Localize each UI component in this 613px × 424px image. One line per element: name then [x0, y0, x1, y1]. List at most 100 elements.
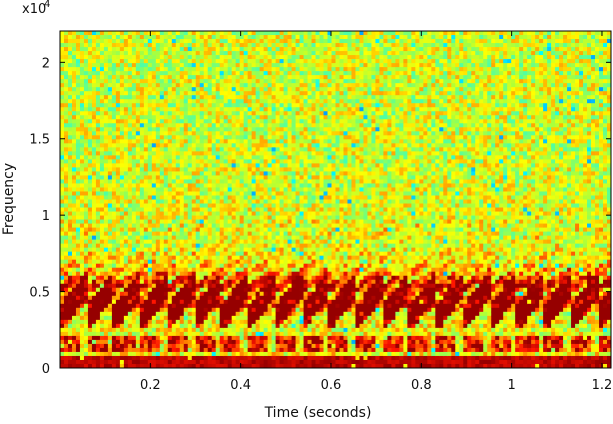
heatmap-cell — [191, 131, 197, 136]
heatmap-cell — [91, 231, 97, 237]
heatmap-cell — [111, 51, 117, 56]
heatmap-cell — [87, 151, 93, 156]
heatmap-cell — [107, 359, 113, 365]
heatmap-cell — [67, 87, 73, 92]
heatmap-cell — [223, 251, 229, 257]
heatmap-cell — [191, 211, 197, 216]
heatmap-cell — [83, 299, 89, 305]
heatmap-cell — [123, 111, 129, 116]
heatmap-cell — [195, 363, 201, 369]
heatmap-cell — [223, 43, 229, 48]
heatmap-cell — [251, 167, 257, 172]
heatmap-cell — [147, 247, 153, 253]
heatmap-cell — [211, 143, 217, 148]
heatmap-cell — [287, 163, 292, 168]
heatmap-cell — [271, 207, 277, 212]
heatmap-cell — [95, 195, 101, 200]
heatmap-cell — [251, 255, 257, 261]
heatmap-cell — [147, 203, 153, 208]
heatmap-cell — [227, 347, 233, 353]
heatmap-cell — [191, 355, 197, 361]
heatmap-cell — [203, 167, 209, 172]
heatmap-cell — [83, 339, 89, 345]
heatmap-cell — [227, 191, 233, 196]
heatmap-cell — [187, 63, 193, 68]
heatmap-cell — [275, 87, 280, 92]
heatmap-cell — [199, 167, 205, 172]
heatmap-cell — [139, 167, 145, 172]
heatmap-cell — [119, 303, 125, 309]
heatmap-cell — [283, 67, 288, 72]
heatmap-cell — [155, 99, 161, 104]
heatmap-cell — [227, 123, 233, 128]
heatmap-cell — [259, 155, 265, 160]
heatmap-cell — [171, 323, 177, 329]
heatmap-cell — [191, 163, 197, 168]
heatmap-cell — [139, 327, 145, 333]
heatmap-cell — [83, 159, 89, 164]
heatmap-cell — [179, 223, 185, 228]
heatmap-cell — [163, 331, 169, 337]
heatmap-cell — [287, 59, 292, 64]
heatmap-cell — [67, 299, 73, 305]
heatmap-cell — [127, 95, 133, 100]
heatmap-cell — [219, 339, 225, 345]
heatmap-cell — [163, 359, 169, 365]
heatmap-cell — [199, 31, 205, 36]
heatmap-cell — [291, 131, 296, 136]
heatmap-cell — [151, 215, 157, 220]
heatmap-cell — [247, 219, 253, 224]
heatmap-cell — [83, 71, 89, 76]
heatmap-cell — [107, 267, 113, 273]
heatmap-cell — [99, 139, 105, 144]
heatmap-cell — [111, 347, 117, 353]
heatmap-cell — [243, 167, 249, 172]
heatmap-cell — [251, 79, 257, 84]
heatmap-cell — [243, 303, 249, 309]
heatmap-cell — [255, 331, 261, 337]
heatmap-cell — [171, 179, 177, 184]
heatmap-cell — [251, 83, 257, 88]
heatmap-cell — [83, 271, 89, 277]
heatmap-cell — [199, 75, 205, 80]
heatmap-cell — [171, 119, 177, 124]
heatmap-cell — [159, 263, 165, 269]
heatmap-cell — [167, 79, 173, 84]
heatmap-cell — [251, 219, 257, 224]
heatmap-cell — [127, 131, 133, 136]
heatmap-cell — [151, 299, 157, 305]
heatmap-cell — [223, 267, 229, 273]
heatmap-cell — [75, 347, 81, 353]
heatmap-cell — [63, 59, 69, 64]
heatmap-cell — [291, 171, 296, 176]
heatmap-cell — [60, 47, 65, 52]
heatmap-cell — [207, 307, 213, 313]
heatmap-cell — [107, 95, 113, 100]
heatmap-cell — [247, 215, 253, 220]
heatmap-cell — [275, 179, 280, 184]
heatmap-cell — [103, 211, 109, 216]
heatmap-cell — [243, 83, 249, 88]
heatmap-cell — [83, 247, 89, 253]
heatmap-cell — [271, 347, 277, 353]
heatmap-cell — [199, 255, 205, 261]
heatmap-cell — [143, 187, 149, 192]
heatmap-cell — [171, 123, 177, 128]
heatmap-cell — [95, 207, 101, 212]
heatmap-cell — [263, 143, 269, 148]
heatmap-cell — [63, 227, 69, 232]
heatmap-cell — [83, 135, 89, 140]
heatmap-cell — [95, 263, 101, 269]
heatmap-cell — [295, 163, 300, 168]
heatmap-cell — [127, 307, 133, 313]
heatmap-cell — [123, 331, 129, 337]
heatmap-cell — [95, 115, 101, 120]
heatmap-cell — [259, 359, 265, 365]
heatmap-cell — [191, 339, 197, 345]
heatmap-cell — [175, 235, 181, 241]
heatmap-cell — [207, 31, 213, 36]
heatmap-cell — [79, 223, 85, 228]
heatmap-cell — [219, 175, 225, 180]
heatmap-cell — [71, 263, 77, 269]
heatmap-cell — [203, 187, 209, 192]
